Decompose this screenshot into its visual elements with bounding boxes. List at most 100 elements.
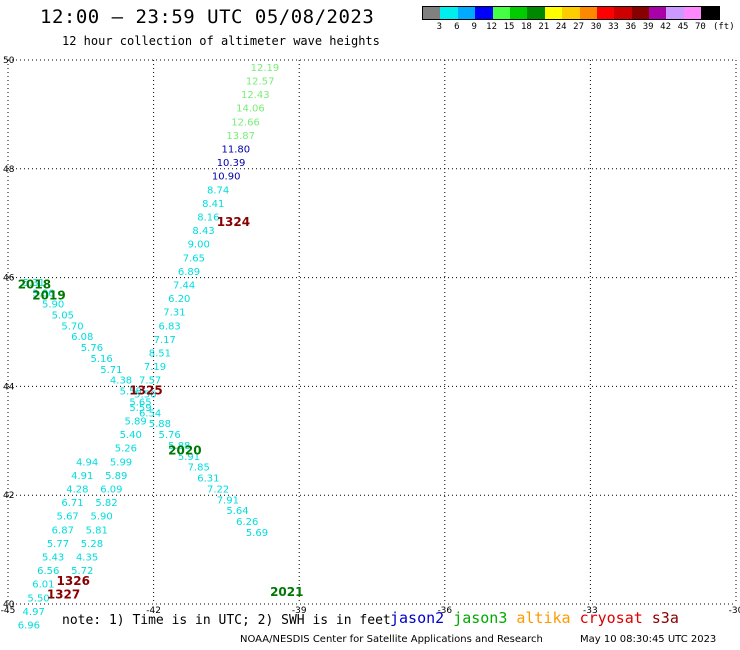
wave-height-value: 6.09 [100, 484, 122, 495]
wave-height-value: 5.77 [47, 539, 69, 550]
legend-label: 12 [486, 22, 498, 32]
lat-tick-label: 48 [3, 165, 15, 175]
wave-height-value: 7.31 [163, 308, 185, 319]
legend-label: 6 [454, 22, 460, 32]
wave-height-value: 7.19 [144, 362, 166, 373]
wave-height-value: 5.56 [134, 389, 156, 400]
pass-number-label: 2018 [18, 277, 51, 291]
legend-swatch [701, 7, 719, 19]
footer-credit: NOAA/NESDIS Center for Satellite Applica… [240, 634, 543, 645]
legend-label: 3 [436, 22, 443, 32]
legend-swatch [475, 7, 493, 19]
legend-swatch [492, 7, 510, 19]
wave-height-value: 9.00 [188, 240, 210, 251]
wave-height-value: 7.44 [173, 280, 195, 291]
wave-height-value: 5.31 [23, 278, 45, 289]
legend-label: 70 [694, 22, 706, 32]
wave-height-value: 5.90 [42, 300, 64, 311]
wave-height-value: 8.74 [207, 185, 229, 196]
wave-height-value: 13.87 [226, 131, 255, 142]
wave-height-value: 5.69 [246, 528, 268, 539]
legend-color-bar [422, 6, 720, 20]
wave-height-value: 4.97 [23, 607, 45, 618]
wave-height-value: 7.57 [139, 376, 161, 387]
legend-swatch [614, 7, 632, 19]
wave-height-value: 5.28 [81, 539, 103, 550]
wave-height-value: 6.83 [158, 321, 180, 332]
wave-height-value: 5.99 [110, 457, 132, 468]
legend-swatch [579, 7, 597, 19]
chart-title: 12:00 – 23:59 UTC 05/08/2023 [40, 6, 375, 28]
lat-lon-grid [7, 59, 737, 605]
legend-label: 27 [573, 22, 585, 32]
lon-tick-label: -45 [1, 606, 16, 616]
wave-height-value: 5.76 [81, 343, 103, 354]
wave-height-value: 6.20 [168, 294, 190, 305]
wave-height-value: 5.16 [91, 354, 113, 365]
legend-label: 21 [538, 22, 550, 32]
wave-height-value: 8.51 [149, 348, 171, 359]
legend-swatch [562, 7, 580, 19]
wave-height-value: 5.88 [168, 441, 190, 452]
wave-height-value: 14.06 [236, 104, 265, 115]
lat-tick-label: 40 [3, 600, 15, 610]
wave-height-value: 5.67 [57, 512, 79, 523]
legend-swatch [527, 7, 545, 19]
legend-swatch [509, 7, 528, 19]
legend-swatch [596, 7, 615, 19]
wave-height-value: 6.87 [52, 525, 74, 536]
wave-height-value: 3.86 [32, 289, 54, 300]
wave-height-value: 12.43 [241, 90, 270, 101]
legend-swatch [457, 7, 476, 19]
wave-height-value: 5.82 [95, 498, 117, 509]
lat-tick-label: 46 [3, 274, 15, 284]
wave-height-value: 6.01 [32, 580, 54, 591]
legend-swatch [666, 7, 684, 19]
pass-number-label: 2019 [32, 288, 65, 302]
pass-number-label: 1324 [217, 215, 250, 229]
wave-height-value: 4.35 [76, 552, 98, 563]
legend-label: 9 [471, 22, 477, 32]
wave-height-value: 4.38 [110, 376, 132, 387]
lon-tick-label: -39 [292, 606, 307, 616]
legend-swatch [631, 7, 650, 19]
lat-tick-label: 44 [3, 382, 15, 392]
wave-height-value: 4.94 [76, 457, 98, 468]
wave-height-value: 5.72 [71, 566, 93, 577]
lon-tick-label: -33 [583, 606, 598, 616]
legend-unit: (ft) [712, 22, 735, 32]
legend-label: 33 [607, 22, 619, 32]
wave-height-value: 10.39 [217, 158, 246, 169]
wave-height-value: 7.22 [207, 484, 229, 495]
mission-name: altika [516, 609, 571, 627]
legend-label: 39 [642, 22, 654, 32]
legend-swatch [649, 7, 667, 19]
wave-height-value: 5.26 [115, 444, 137, 455]
mission-name: jason3 [453, 609, 508, 627]
wave-height-value: 5.70 [61, 321, 83, 332]
legend-label: 36 [625, 22, 637, 32]
legend-label: 30 [590, 22, 602, 32]
legend-label: 18 [520, 22, 532, 32]
legend-swatch [544, 7, 563, 19]
wave-height-value: 5.43 [42, 552, 64, 563]
wave-height-observations: 12.19 12.57 12.43 14.06 12.66 13.87 11.80 10.39… [18, 63, 280, 632]
wave-height-value: 8.16 [197, 212, 219, 223]
wave-height-value: 11.80 [222, 144, 251, 155]
wave-height-value: 7.65 [183, 253, 205, 264]
mission-name: s3a [651, 609, 679, 627]
wave-height-value: 6.26 [236, 517, 258, 528]
legend-swatch [423, 7, 441, 19]
wave-height-value: 6.89 [178, 267, 200, 278]
wave-height-value: 6.96 [18, 620, 40, 631]
footer-note: note: 1) Time is in UTC; 2) SWH is in fe… [62, 613, 391, 628]
pass-number-label: 1325 [129, 384, 162, 398]
wave-height-value: 5.05 [52, 310, 74, 321]
wave-height-value: 6.08 [71, 332, 93, 343]
wave-height-value: 8.41 [202, 199, 224, 210]
lat-tick-label: 42 [3, 491, 14, 501]
wave-height-value: 12.19 [251, 63, 280, 74]
legend-swatch [683, 7, 702, 19]
wave-height-value: 5.81 [86, 525, 108, 536]
wave-height-value: 7.17 [154, 335, 176, 346]
